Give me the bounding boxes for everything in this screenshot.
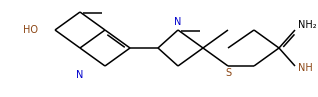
Text: S: S (225, 68, 231, 78)
Text: N: N (174, 17, 182, 27)
Text: NH: NH (298, 63, 313, 73)
Text: N: N (76, 70, 84, 80)
Text: NH₂: NH₂ (298, 20, 317, 30)
Text: HO: HO (23, 25, 38, 35)
